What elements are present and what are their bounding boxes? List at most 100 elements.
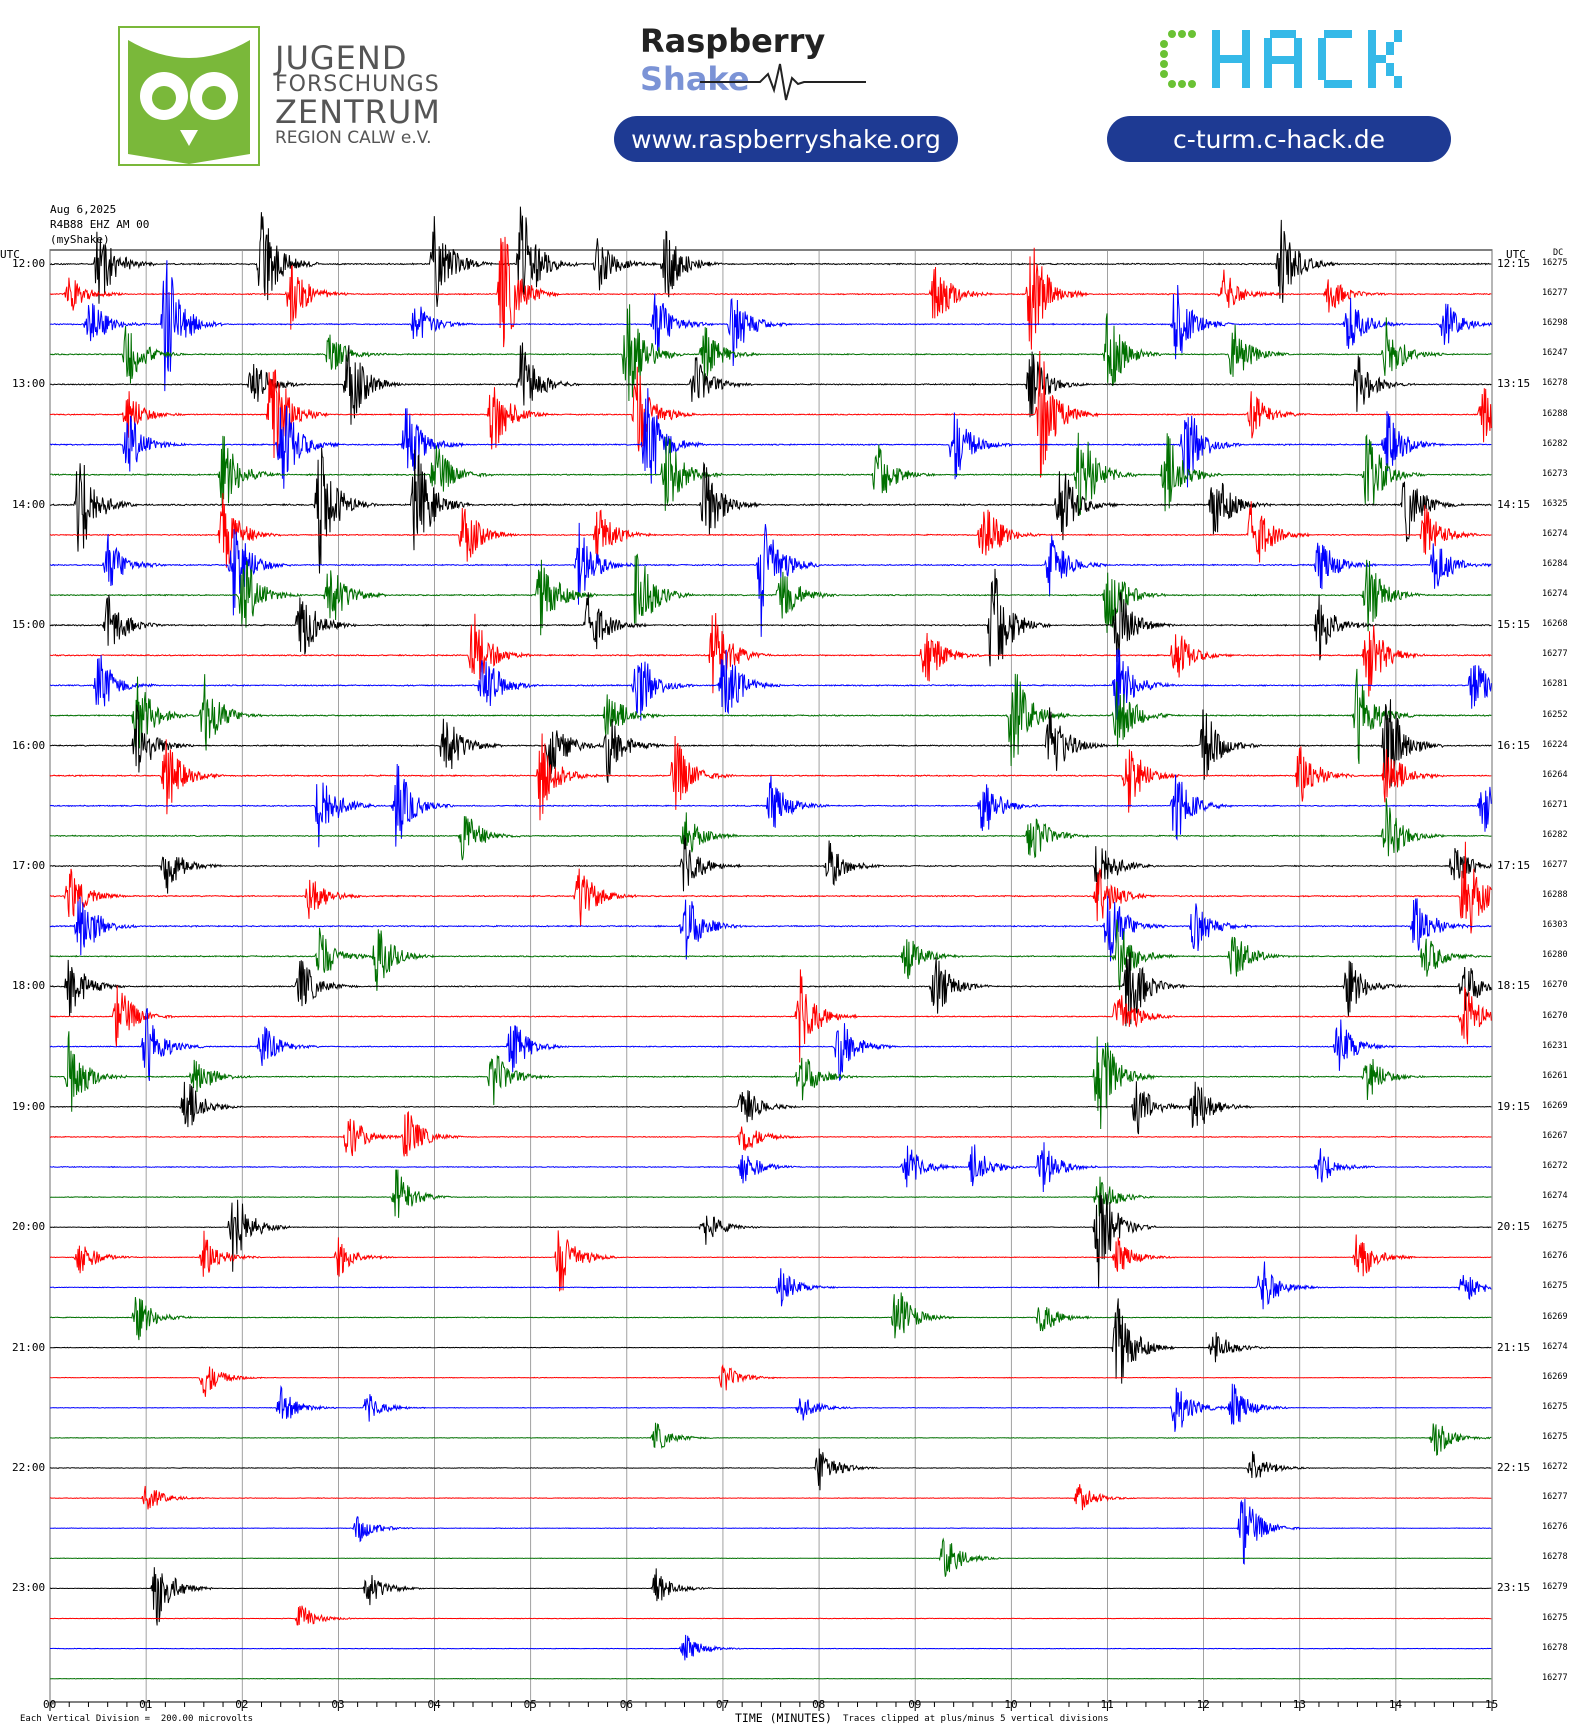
row-dc-offset: 16278 [1542,1642,1568,1653]
x-tick-label: 04 [427,1698,441,1711]
seismic-trace [49,969,1492,1063]
row-time-right: 14:15 [1497,497,1531,511]
seismic-trace [49,841,1492,934]
x-tick-label: 03 [331,1698,345,1711]
seismic-trace [49,1192,1492,1289]
row-time-left: 16:00 [12,738,46,752]
row-dc-offset: 16274 [1542,528,1568,539]
row-time-left: 20:00 [12,1220,46,1234]
vertical-division-note: Each Vertical Division = 200.00 microvol… [20,1714,253,1724]
row-time-left: 22:00 [12,1461,46,1474]
row-dc-offset: 16298 [1542,318,1568,329]
row-dc-offset: 16270 [1542,980,1568,991]
row-dc-offset: 16274 [1542,1341,1568,1352]
row-time-left: 14:00 [12,497,46,511]
seismic-trace [49,388,1492,489]
jfz-line-3: ZENTRUM [275,93,441,131]
row-dc-offset: 16288 [1542,890,1568,901]
row-dc-offset: 16272 [1542,1462,1568,1472]
seismic-trace [49,668,1492,767]
row-dc-offset: 16271 [1542,799,1568,810]
row-time-right: 15:15 [1497,618,1531,632]
seismic-trace [49,1537,1492,1577]
row-dc-offset: 16282 [1542,438,1568,449]
seismic-trace [49,1567,1492,1626]
row-time-right: 23:15 [1497,1581,1531,1595]
seismic-trace [50,612,1492,697]
row-dc-offset: 16275 [1542,258,1568,268]
clip-note: Traces clipped at plus/minus 5 vertical … [843,1714,1109,1724]
seismic-trace [49,553,1492,636]
row-time-left: 19:00 [12,1099,46,1113]
seismic-trace [49,699,1492,798]
row-dc-offset: 16224 [1542,739,1568,750]
row-dc-offset: 16272 [1542,1161,1568,1171]
row-time-right: 21:15 [1497,1340,1531,1354]
row-time-right: 18:15 [1497,979,1531,993]
date-label: Aug 6,2025 [50,203,117,216]
row-dc-offset: 16284 [1542,559,1568,569]
jfz-wordmark: JUGEND FORSCHUNGS ZENTRUM REGION CALW e.… [275,42,441,147]
right-axis-title: UTC [1506,248,1526,261]
row-dc-offset: 16269 [1542,1100,1568,1111]
row-time-right: 12:15 [1497,257,1531,270]
seismic-trace [49,763,1492,848]
row-dc-offset: 16275 [1542,1281,1568,1292]
seismic-trace [49,1448,1492,1491]
seismic-trace [49,733,1492,821]
row-dc-offset: 16275 [1542,1401,1568,1412]
x-tick-label: 09 [908,1698,922,1711]
seismic-trace [50,648,1492,725]
seismic-trace [49,1081,1492,1135]
seismic-trace [49,952,1492,1027]
row-time-right: 13:15 [1497,377,1531,391]
row-dc-offset: 16278 [1542,378,1568,389]
seismic-trace [49,1422,1492,1456]
seismic-trace [49,1292,1492,1341]
jfz-line-2: FORSCHUNGS [275,72,440,97]
seismic-trace [49,835,1492,901]
row-dc-offset: 16278 [1542,1552,1568,1563]
x-tick-label: 14 [1388,1698,1403,1711]
row-time-left: 13:00 [12,377,46,391]
row-dc-offset: 16274 [1542,589,1568,600]
row-dc-offset: 16261 [1542,1070,1568,1081]
row-dc-offset: 16281 [1542,679,1568,690]
row-dc-offset: 16231 [1542,1040,1568,1051]
x-tick-label: 05 [523,1698,537,1711]
seismic-trace [49,1634,1492,1661]
x-tick-label: 06 [619,1698,634,1711]
row-dc-offset: 16252 [1542,709,1568,720]
seismic-trace [49,1261,1492,1310]
seismic-trace [49,1484,1492,1511]
seismic-trace [49,919,1492,991]
row-time-left: 18:00 [12,979,46,993]
row-time-left: 12:00 [12,257,46,270]
x-tick-label: 02 [235,1698,249,1711]
row-dc-offset: 16268 [1542,619,1568,630]
seismic-trace [49,568,1492,667]
row-dc-offset: 16247 [1542,348,1568,359]
row-dc-offset: 16288 [1542,408,1568,419]
row-dc-offset: 16280 [1542,950,1568,961]
helicorder-meta: Aug 6,2025 R4B88 EHZ AM 00 (myShake) [50,202,149,247]
source-label: (myShake) [50,233,110,246]
seismic-trace [49,206,1492,307]
seismic-trace [49,895,1492,962]
row-dc-offset: 16273 [1542,468,1568,479]
row-dc-offset: 16269 [1542,1311,1568,1322]
x-tick-label: 08 [812,1698,826,1711]
row-time-right: 20:15 [1497,1220,1531,1234]
chack-url-link[interactable]: c-turm.c-hack.de [1107,116,1451,162]
seismic-trace [49,304,1492,402]
seismic-trace [49,493,1492,568]
row-dc-offset: 16276 [1542,1251,1568,1262]
row-dc-offset: 16279 [1542,1582,1568,1593]
row-dc-offset: 16277 [1542,649,1568,660]
station-label: R4B88 EHZ AM 00 [50,218,150,231]
row-dc-offset: 16276 [1542,1522,1568,1533]
row-dc-offset: 16270 [1542,1010,1568,1021]
left-axis-title: UTC [0,248,20,261]
raspberry-shake-url-link[interactable]: www.raspberryshake.org [614,116,958,162]
dc-column-title: DC [1553,248,1564,258]
